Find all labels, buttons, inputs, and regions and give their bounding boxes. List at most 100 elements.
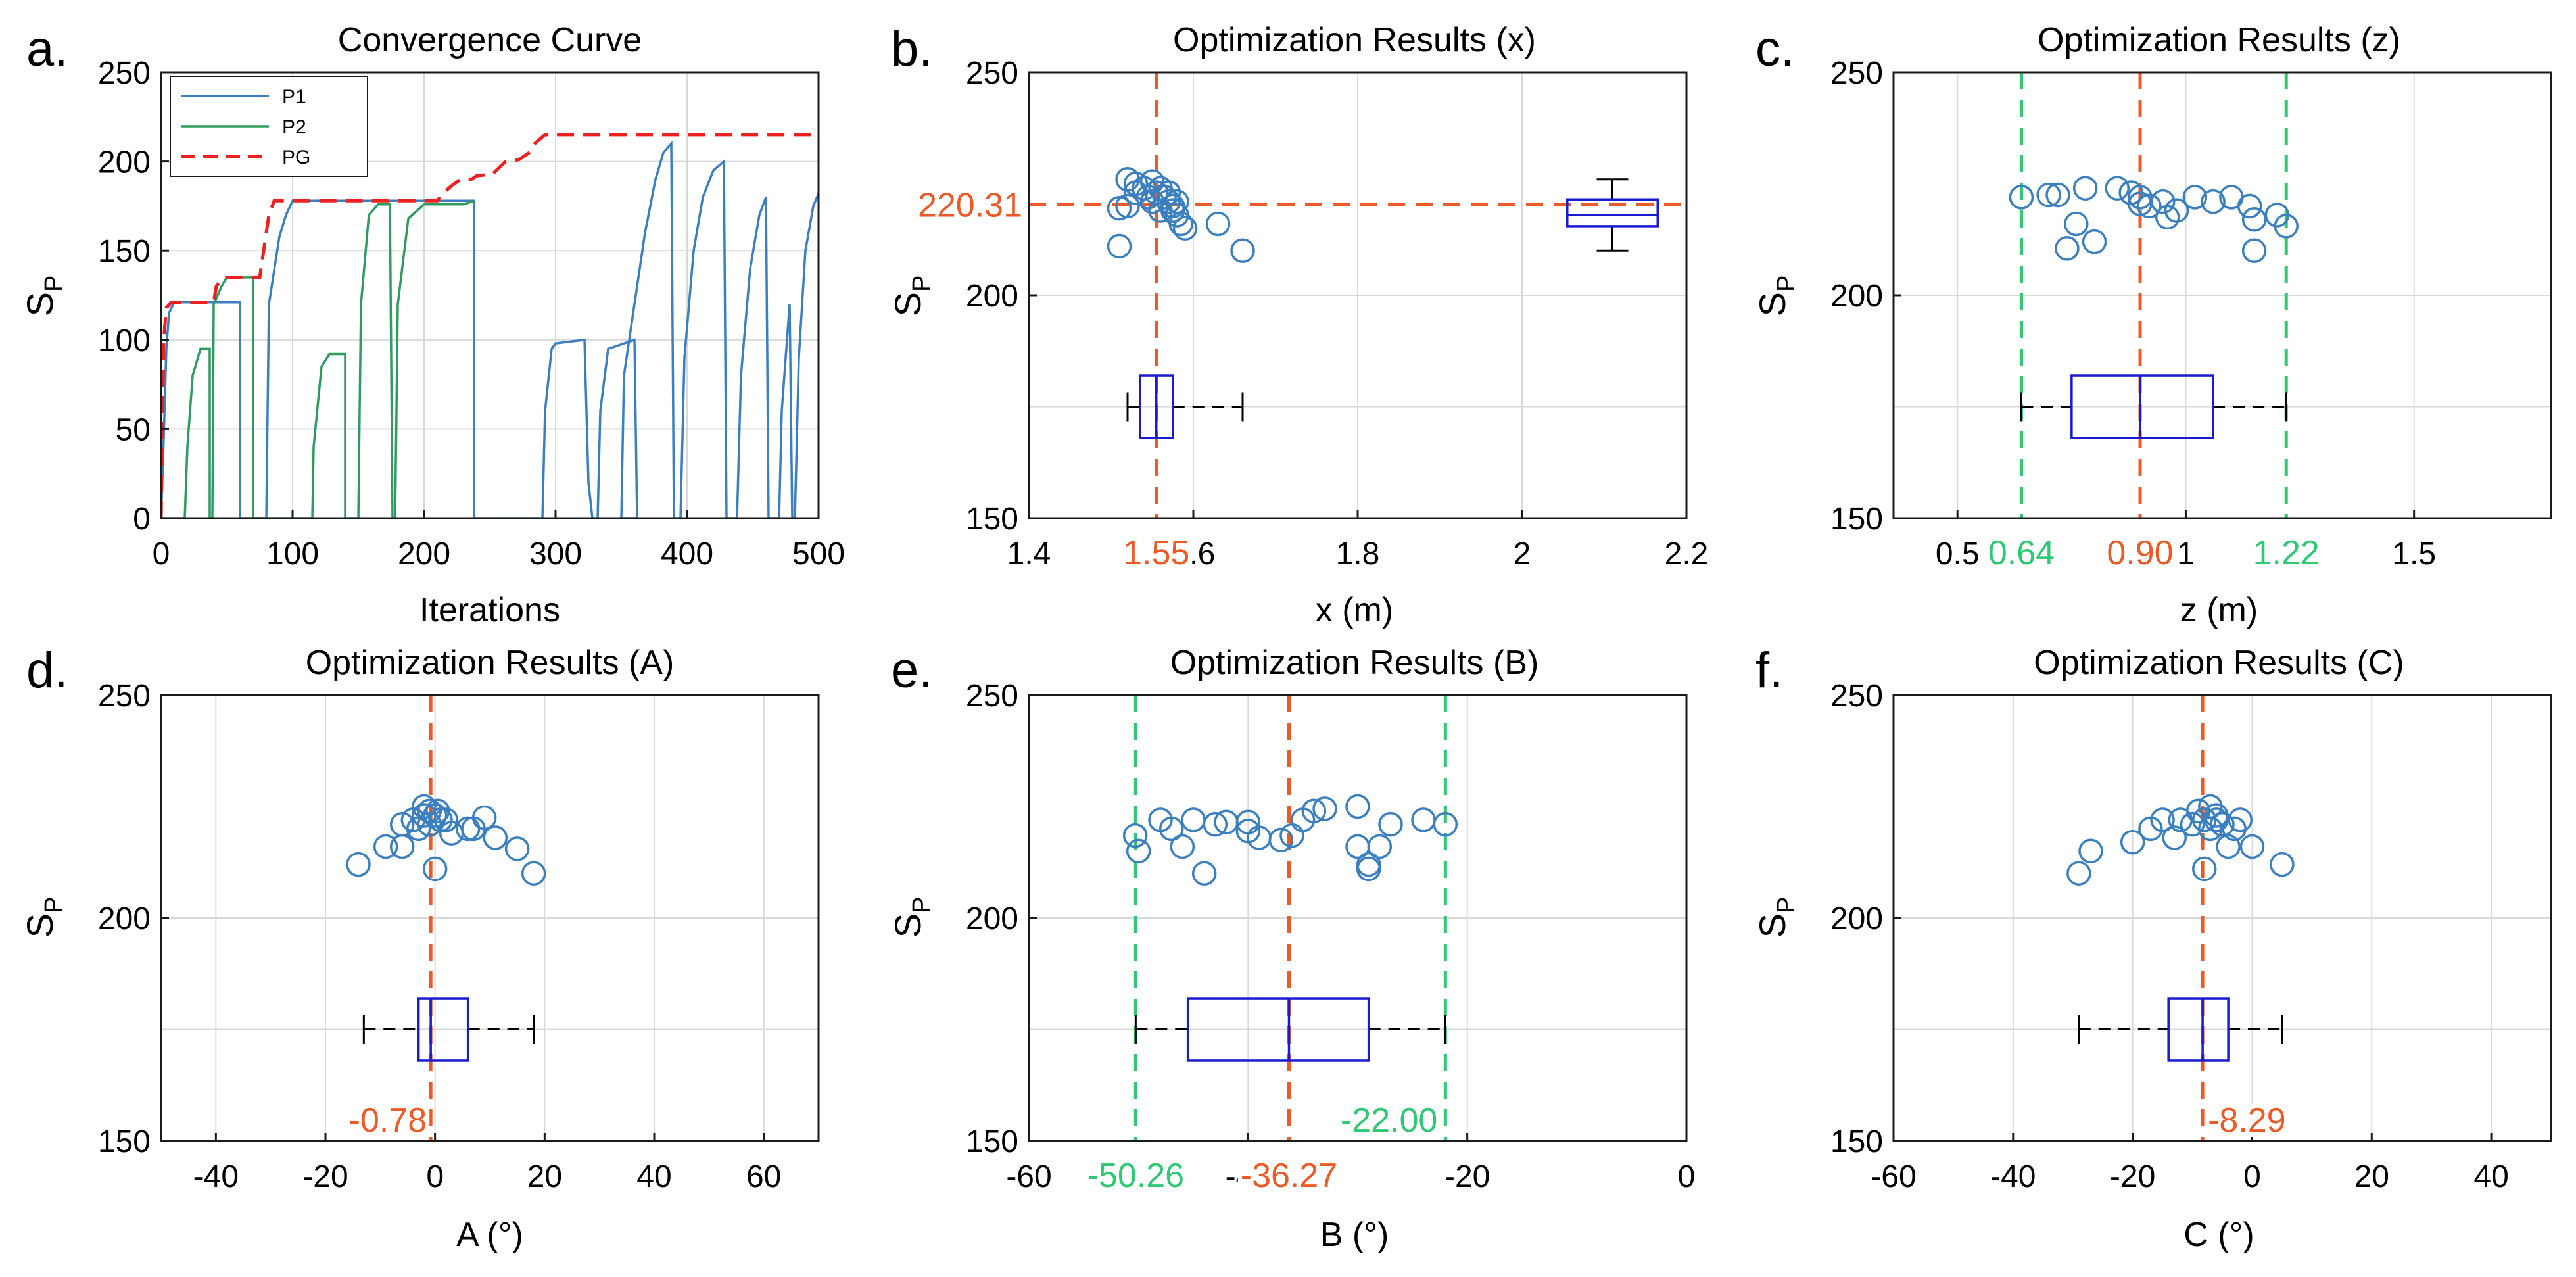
y-axis-label-e: SP [887, 897, 936, 938]
reference-value-label: -22.00 [1341, 1101, 1437, 1140]
scatter-point [1433, 811, 1458, 837]
scatter-point [504, 836, 530, 861]
scatter-point [1203, 811, 1228, 837]
reference-label-bg [1985, 537, 2058, 569]
plot-area-d [346, 695, 546, 1141]
panel-label-c: c. [1755, 21, 1794, 77]
scatter-point [471, 805, 497, 831]
reference-label-bg [2205, 1104, 2289, 1137]
scatter-point [1205, 211, 1231, 237]
x-tick-label: 200 [398, 537, 450, 571]
scatter-point [2216, 834, 2241, 859]
scatter-point [422, 856, 448, 882]
legend-a: P1 P2 PG [170, 76, 368, 177]
x-axis-label-f: C (°) [2183, 1216, 2254, 1254]
y-tick-label: 250 [98, 679, 151, 713]
scatter-point [2274, 214, 2299, 239]
boxplot-horizontal [2078, 997, 2283, 1062]
boxplot-horizontal [1126, 374, 1244, 439]
panel-c: c. Optimization Results (z) z (m) SP 0.5… [1752, 21, 2552, 629]
x-tick-label: 1 [2177, 537, 2195, 571]
reference-labels-d: -0.78 [346, 1101, 430, 1140]
scatter-points-e [1122, 794, 1458, 886]
scatter-point [2180, 811, 2205, 837]
scatter-point [1160, 198, 1185, 223]
x-tick-label: -20 [2110, 1159, 2155, 1194]
x-tick-label: 0 [1678, 1159, 1696, 1194]
scatter-point [406, 816, 431, 842]
x-tick-label: 1.8 [1336, 537, 1380, 571]
reference-label-bg [1337, 1104, 1441, 1137]
x-tick-label: -20 [302, 1159, 348, 1194]
panel-label-b: b. [891, 21, 932, 77]
scatter-point [1367, 834, 1393, 859]
x-tick-label: 20 [2354, 1159, 2389, 1194]
scatter-point [1356, 852, 1381, 877]
scatter-point [433, 807, 459, 832]
boxplot-horizontal [362, 997, 535, 1062]
reference-value-label: -36.27 [1241, 1157, 1337, 1195]
y-axis-label-main-c: S [1752, 292, 1793, 316]
reference-labels-b: 1.55 220.31 [915, 186, 1193, 572]
y-axis-label-main-d: S [19, 913, 60, 938]
scatter-point [2228, 807, 2253, 832]
scatter-point [425, 798, 450, 824]
x-tick-label: 100 [266, 537, 319, 571]
y-tick-label: 150 [98, 1124, 151, 1159]
legend-label-pg: PG [282, 147, 310, 168]
scatter-point [2204, 803, 2229, 828]
boxplot-horizontal [2020, 374, 2287, 439]
y-tick-label: 200 [98, 145, 151, 180]
y-axis-label-b: SP [887, 276, 936, 317]
plot-area-e [1122, 695, 1458, 1141]
x-tick-label: -40 [1990, 1159, 2036, 1194]
panel-label-e: e. [891, 642, 932, 698]
y-axis-label-main-b: S [887, 292, 928, 316]
y-axis-label-main-f: S [1752, 913, 1793, 938]
reference-labels-c: 0.64 0.90 1.22 [1985, 534, 2322, 572]
scatter-point [1268, 827, 1294, 853]
reference-labels-e: -50.26 -36.27-22.00 [1084, 1101, 1441, 1195]
x-tick-label: 400 [661, 537, 713, 571]
scatter-point [1115, 193, 1140, 219]
plot-area-a [161, 133, 819, 518]
scatter-point [2045, 182, 2070, 208]
scatter-point [2009, 185, 2034, 210]
scatter-point [389, 811, 415, 837]
panel-d: d. Optimization Results (A) A (°) SP -40… [19, 642, 820, 1254]
boxplot-horizontal [1134, 997, 1446, 1062]
scatter-point [2155, 205, 2180, 230]
chart-title-a: Convergence Curve [338, 21, 642, 59]
y-tick-label: 200 [966, 902, 1018, 936]
panel-f: f. Optimization Results (C) C (°) SP -60… [1752, 642, 2552, 1254]
scatter-point [1122, 823, 1148, 848]
x-tick-label: 0 [153, 537, 170, 571]
y-tick-label: 250 [966, 56, 1018, 91]
y-tick-label: 150 [98, 234, 151, 269]
scatter-point [2239, 834, 2265, 859]
y-tick-label: 100 [98, 324, 151, 358]
reference-label-bg [1120, 537, 1193, 569]
ticks-a: 0 100 200 300 400 500 0 50 100 150 200 250 [98, 56, 845, 571]
scatter-point [1312, 796, 1337, 821]
y-tick-label: 150 [1830, 1124, 1883, 1159]
y-axis-label-main-e: S [887, 913, 928, 938]
axes-frame-a [160, 71, 820, 519]
chart-title-c: Optimization Results (z) [2038, 21, 2400, 59]
chart-title-e: Optimization Results (B) [1170, 644, 1539, 682]
box-iqr [1186, 997, 1370, 1062]
box-iqr-vertical [1566, 198, 1659, 228]
x-tick-label: 1.5 [2392, 537, 2436, 571]
x-tick-label: 40 [636, 1159, 671, 1194]
x-tick-label: 500 [792, 537, 845, 571]
scatter-point [1301, 798, 1327, 824]
scatter-point [1158, 816, 1184, 842]
scatter-points-f [2066, 794, 2295, 886]
scatter-point [521, 861, 546, 886]
reference-value-label: 220.31 [918, 186, 1022, 224]
plot-area-f [2066, 695, 2295, 1141]
x-axis-label-b: x (m) [1316, 591, 1393, 629]
y-axis-label-d: SP [19, 897, 68, 938]
